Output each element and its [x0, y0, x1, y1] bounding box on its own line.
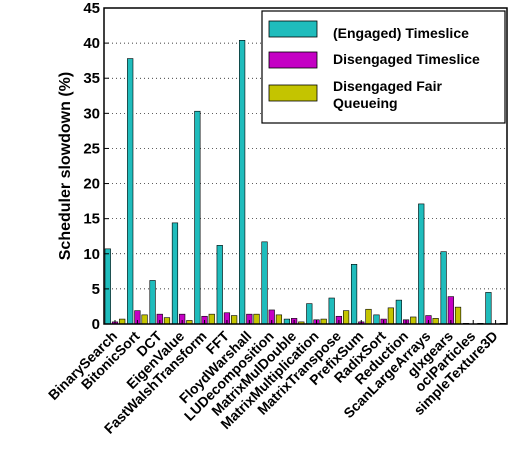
bar-engaged-timeslice-scanlargearrays: [418, 203, 425, 325]
legend-swatch-disengaged-fair-queueing: [268, 84, 318, 102]
legend: (Engaged) Timeslice Disengaged Timeslice D…: [261, 10, 506, 124]
bar-engaged-timeslice-floydwarshall: [239, 40, 246, 325]
y-tick-label: 15: [83, 211, 100, 228]
bar-disengaged-fair-queueing-dct: [163, 317, 171, 325]
legend-swatch-disengaged-timeslice: [268, 51, 318, 69]
bar-disengaged-fair-queueing-bitonicsort: [141, 314, 148, 325]
legend-swatch-engaged-timeslice: [268, 20, 318, 38]
bar-engaged-timeslice-dct: [149, 280, 156, 325]
y-tick-label: 25: [83, 140, 100, 157]
bar-engaged-timeslice-radixsort: [373, 314, 380, 325]
y-tick-label: 35: [83, 70, 100, 87]
y-tick-label: 45: [83, 0, 100, 17]
bar-engaged-timeslice-binarysearch: [104, 248, 111, 325]
bar-engaged-timeslice-reduction: [395, 299, 402, 325]
y-tick-label: 20: [83, 176, 100, 193]
bar-disengaged-fair-queueing-fft: [231, 315, 238, 325]
bar-engaged-timeslice-fastwalshtransform: [194, 110, 201, 325]
bar-disengaged-fair-queueing-scanlargearrays: [432, 318, 439, 325]
bar-engaged-timeslice-bitonicsort: [127, 58, 134, 325]
bars-group: [104, 40, 506, 325]
plot-frame: [103, 7, 508, 325]
y-tick-label: 30: [83, 105, 100, 122]
legend-label-engaged-timeslice: (Engaged) Timeslice: [333, 25, 469, 41]
y-tick-label: 5: [92, 281, 100, 298]
bar-disengaged-fair-queueing-floydwarshall: [253, 313, 260, 325]
bar-engaged-timeslice-glxgears: [440, 251, 447, 325]
legend-label-disengaged-timeslice: Disengaged Timeslice: [333, 51, 480, 67]
bar-engaged-timeslice-matrixtranspose: [328, 297, 335, 325]
bar-disengaged-fair-queueing-fastwalshtransform: [208, 313, 215, 325]
bar-disengaged-fair-queueing-matrixtranspose: [342, 310, 350, 325]
bar-engaged-timeslice-simpletexture3d: [485, 292, 492, 325]
bar-engaged-timeslice-matrixmultiplication: [306, 303, 313, 325]
y-tick-label: 10: [83, 246, 100, 263]
bar-disengaged-fair-queueing-radixsort: [387, 307, 394, 325]
bar-engaged-timeslice-fft: [216, 245, 223, 325]
legend-label-disengaged-fair-queueing: Disengaged Fair Queueing: [333, 78, 442, 111]
bar-disengaged-fair-queueing-glxgears: [454, 306, 462, 325]
bar-engaged-timeslice-ludecomposition: [261, 241, 268, 325]
y-axis: 0 5 10 15 20 25 30 35 40 45: [83, 0, 109, 333]
bar-engaged-timeslice-eigenvalue: [171, 222, 179, 325]
bar-disengaged-fair-queueing-reduction: [410, 316, 417, 325]
y-axis-label: Scheduler slowdown (%): [57, 72, 74, 260]
x-axis: BinarySearchBitonicSortDCTEigenValueFast…: [45, 320, 501, 437]
y-tick-label: 0: [92, 316, 100, 333]
bar-disengaged-fair-queueing-prefixsum: [365, 308, 372, 325]
y-tick-label: 40: [83, 35, 100, 52]
bar-engaged-timeslice-prefixsum: [350, 264, 358, 325]
bar-disengaged-fair-queueing-ludecomposition: [275, 314, 283, 325]
bar-disengaged-timeslice-glxgears: [447, 296, 454, 325]
